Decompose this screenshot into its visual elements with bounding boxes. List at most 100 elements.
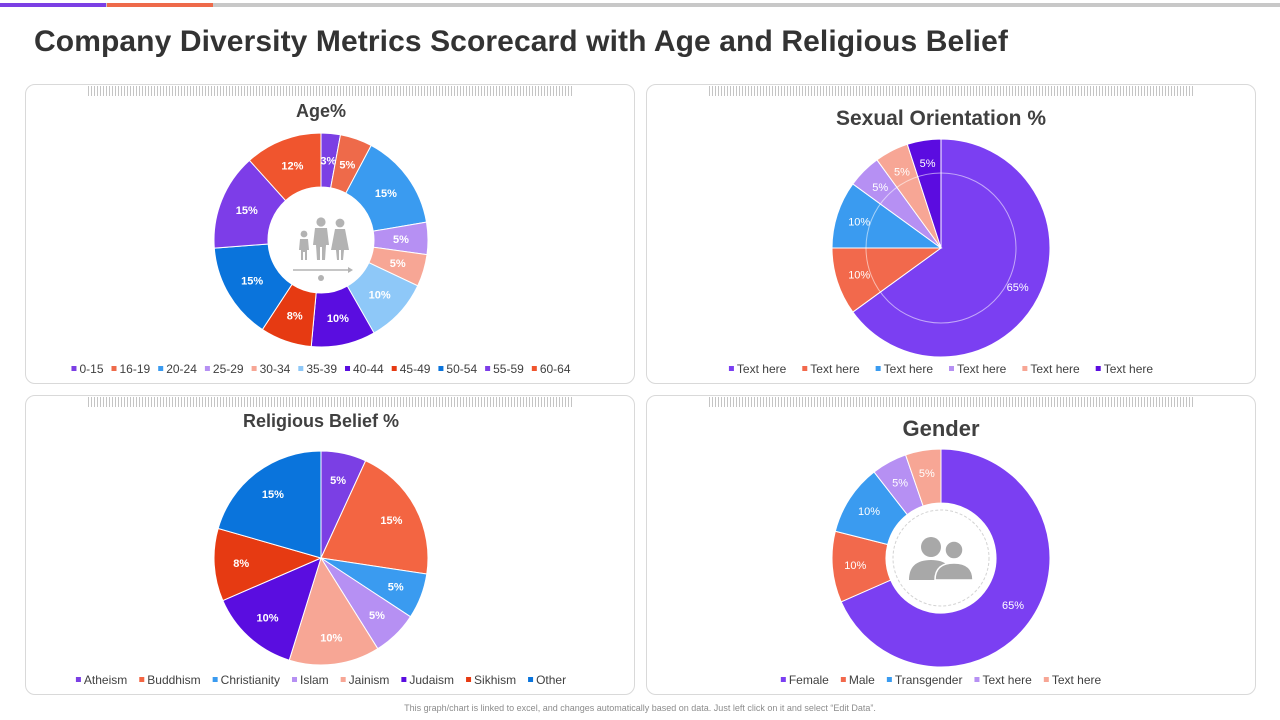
age-donut-chart[interactable]: Age%3% 5%15%5%5%10%10%8%15%15%12%0-15 16-1… [26, 85, 636, 385]
slice-jainism[interactable] [288, 556, 379, 666]
legend-item-transgender[interactable]: Transgender [886, 673, 963, 687]
legend-label: 20-24 [166, 362, 197, 376]
data-label-text-here: 10% [848, 216, 870, 228]
legend-item-christianity[interactable]: Christianity [212, 673, 280, 687]
legend-item-60-64[interactable]: 60-64 [531, 362, 571, 376]
legend-swatch [886, 677, 892, 682]
data-label-text-here: 5% [919, 468, 935, 480]
legend-swatch [340, 677, 346, 682]
slice-text-here[interactable] [852, 138, 1051, 358]
legend-swatch [158, 366, 164, 371]
footnote: This graph/chart is linked to excel, and… [404, 703, 876, 713]
legend-swatch [802, 366, 808, 371]
data-label-text-here: 65% [1007, 282, 1029, 294]
data-label-0-15: 3% [320, 155, 336, 167]
legend-item-20-24[interactable]: 20-24 [158, 362, 197, 376]
data-label-female: 65% [1002, 600, 1024, 612]
legend-item-0-15[interactable]: 0-15 [71, 362, 104, 376]
data-label-male: 10% [844, 560, 866, 572]
legend-item-40-44[interactable]: 40-44 [345, 362, 384, 376]
sexual-orientation-pie-chart[interactable]: Sexual Orientation % 65% 10% 10% 5% 5% 5% Text … [647, 85, 1257, 385]
legend-item-text-here[interactable]: Text here [974, 673, 1032, 687]
legend-item-atheism[interactable]: Atheism [75, 673, 127, 687]
legend-swatch [1043, 677, 1049, 682]
legend-item-50-54[interactable]: 50-54 [438, 362, 477, 376]
panel-header-hatch [88, 86, 574, 96]
legend-swatch [974, 677, 980, 682]
panel-header-hatch [709, 397, 1195, 407]
slice-female[interactable] [840, 448, 1051, 668]
legend-item-30-34[interactable]: 30-34 [251, 362, 291, 376]
family-age-icon [293, 217, 353, 281]
legend-label: Male [849, 673, 875, 687]
legend-swatch [528, 677, 534, 682]
chart-legend: Atheism Buddhism Christianity Islam Jainism J… [75, 673, 566, 687]
legend-label: Judaism [409, 673, 454, 687]
legend-item-text-here[interactable]: Text here [1095, 362, 1154, 376]
data-label-35-39: 10% [369, 289, 391, 301]
legend-swatch [212, 677, 218, 682]
legend-swatch [949, 366, 954, 371]
legend-item-text-here[interactable]: Text here [802, 362, 860, 376]
data-label-buddhism: 15% [380, 515, 402, 527]
legend-item-text-here[interactable]: Text here [728, 362, 787, 376]
legend-item-male[interactable]: Male [840, 673, 875, 687]
legend-item-islam[interactable]: Islam [292, 673, 329, 687]
gender-donut-chart[interactable]: Gender 65% 10% 10% 5% 5% Female Male Transgender… [647, 396, 1257, 696]
slice-text-here[interactable] [904, 448, 942, 507]
legend-item-jainism[interactable]: Jainism [340, 673, 390, 687]
slice-60-64[interactable] [248, 132, 322, 202]
accent-segment-purple [0, 3, 106, 7]
legend-label: Sikhism [474, 673, 516, 687]
legend-label: Text here [884, 362, 934, 376]
legend-swatch [71, 366, 77, 371]
legend-item-text-here[interactable]: Text here [1022, 362, 1080, 376]
legend-swatch [1022, 366, 1028, 371]
legend-label: Text here [1052, 673, 1102, 687]
slice-judaism[interactable] [222, 557, 322, 661]
data-label-16-19: 5% [339, 159, 355, 171]
people-silhouette-icon [909, 537, 974, 581]
legend-item-sikhism[interactable]: Sikhism [466, 673, 516, 687]
religious-belief-pie-chart[interactable]: Religious Belief % 5% 15% 5% 5% 10% 10% 8% 15% At… [26, 396, 636, 696]
legend-item-55-59[interactable]: 55-59 [485, 362, 524, 376]
chart-title: Gender [902, 416, 979, 441]
legend-label: Text here [737, 362, 787, 376]
legend-label: 60-64 [540, 362, 571, 376]
legend-swatch [728, 366, 734, 371]
slice-other[interactable] [217, 450, 322, 559]
chart-legend: Text here Text here Text here Text here Text… [728, 362, 1154, 376]
legend-swatch [139, 677, 145, 682]
legend-swatch [401, 677, 407, 682]
legend-item-judaism[interactable]: Judaism [401, 673, 454, 687]
legend-swatch [298, 366, 304, 371]
chart-title: Sexual Orientation % [836, 107, 1046, 130]
legend-item-35-39[interactable]: 35-39 [298, 362, 337, 376]
accent-segment-orange [107, 3, 213, 7]
legend-label: Buddhism [147, 673, 200, 687]
slice-text-here[interactable] [906, 138, 942, 249]
legend-swatch [438, 366, 444, 371]
legend-item-25-29[interactable]: 25-29 [204, 362, 244, 376]
slice-sikhism[interactable] [213, 527, 323, 602]
legend-item-45-49[interactable]: 45-49 [391, 362, 431, 376]
legend-item-text-here[interactable]: Text here [1043, 673, 1102, 687]
legend-label: Atheism [84, 673, 127, 687]
legend-item-other[interactable]: Other [528, 673, 566, 687]
legend-swatch [485, 366, 491, 371]
legend-swatch [780, 677, 786, 682]
legend-item-female[interactable]: Female [780, 673, 829, 687]
legend-item-16-19[interactable]: 16-19 [111, 362, 151, 376]
data-label-text-here: 5% [892, 477, 908, 489]
gender-chart-panel: Gender 65% 10% 10% 5% 5% Female Male Transgender… [646, 395, 1256, 695]
data-label-atheism: 5% [330, 475, 346, 487]
legend-item-text-here[interactable]: Text here [875, 362, 934, 376]
legend-label: Text here [1030, 362, 1080, 376]
legend-label: Text here [1104, 362, 1154, 376]
chart-title: Age% [296, 101, 346, 121]
slice-buddhism[interactable] [320, 460, 429, 575]
legend-item-text-here[interactable]: Text here [949, 362, 1007, 376]
data-label-text-here: 10% [848, 270, 870, 282]
legend-item-buddhism[interactable]: Buddhism [139, 673, 201, 687]
legend-swatch [111, 366, 117, 371]
